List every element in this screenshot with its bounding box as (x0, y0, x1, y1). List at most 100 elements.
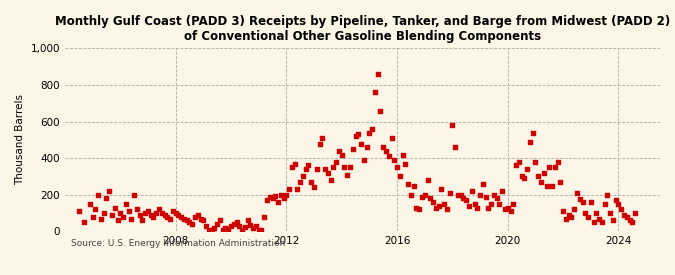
Point (594, 216, 605, 221)
Point (231, 220, 242, 224)
Point (320, 167, 331, 171)
Point (84, 202, 95, 206)
Point (369, 90, 380, 95)
Point (558, 209, 568, 213)
Point (99, 211, 109, 215)
Point (522, 167, 533, 171)
Point (303, 163, 314, 168)
Point (588, 220, 599, 224)
Point (245, 223, 256, 227)
Point (439, 202, 450, 206)
Point (572, 191, 583, 195)
Point (425, 196, 435, 201)
Point (134, 213, 145, 217)
Point (234, 224, 245, 228)
Point (311, 167, 322, 171)
Point (331, 160, 342, 164)
Point (516, 174, 527, 179)
Point (535, 180, 546, 184)
Point (132, 207, 142, 212)
Point (95, 216, 106, 221)
Point (126, 216, 137, 221)
Point (563, 213, 574, 217)
Point (585, 200, 596, 204)
Point (248, 226, 259, 230)
Point (284, 187, 294, 191)
Point (228, 222, 239, 226)
Point (292, 187, 303, 191)
Point (566, 214, 577, 219)
Point (308, 185, 319, 190)
Point (281, 192, 292, 197)
Point (140, 211, 151, 215)
Point (242, 218, 253, 222)
Point (117, 214, 128, 219)
Point (314, 141, 325, 146)
Point (419, 192, 430, 197)
Point (583, 214, 593, 219)
Point (630, 211, 641, 215)
Point (394, 174, 405, 179)
Point (627, 220, 638, 224)
Point (411, 205, 422, 210)
Point (109, 205, 120, 210)
Point (378, 145, 389, 149)
Point (187, 222, 198, 226)
Point (198, 218, 209, 222)
Point (511, 163, 522, 168)
Point (591, 211, 601, 215)
Point (184, 220, 195, 224)
Point (240, 225, 250, 229)
Point (381, 149, 392, 153)
Point (491, 196, 502, 201)
Point (336, 152, 347, 157)
Point (358, 158, 369, 162)
Point (406, 192, 416, 197)
Point (275, 192, 286, 197)
Point (92, 192, 103, 197)
Point (616, 207, 626, 212)
Y-axis label: Thousand Barrels: Thousand Barrels (15, 94, 25, 185)
Point (115, 211, 126, 215)
Point (101, 196, 112, 201)
Point (400, 161, 411, 166)
Point (547, 183, 558, 188)
Point (206, 228, 217, 233)
Point (220, 226, 231, 230)
Point (533, 174, 543, 179)
Point (552, 160, 563, 164)
Point (209, 226, 220, 230)
Point (560, 216, 571, 221)
Point (452, 192, 463, 197)
Point (270, 194, 281, 198)
Point (259, 214, 269, 219)
Point (505, 209, 516, 213)
Point (151, 211, 161, 215)
Point (502, 205, 513, 210)
Point (112, 218, 123, 222)
Point (215, 218, 225, 222)
Point (408, 183, 419, 188)
Point (154, 207, 165, 212)
Point (262, 198, 273, 202)
Point (107, 213, 117, 217)
Point (148, 214, 159, 219)
Point (416, 194, 427, 199)
Point (367, 127, 377, 131)
Point (389, 158, 400, 162)
Point (472, 205, 483, 210)
Point (159, 213, 170, 217)
Point (375, 108, 386, 113)
Point (217, 228, 228, 233)
Point (286, 165, 297, 169)
Point (145, 213, 156, 217)
Point (436, 187, 447, 191)
Point (602, 192, 613, 197)
Point (414, 207, 425, 212)
Point (580, 211, 591, 215)
Point (182, 218, 192, 222)
Point (597, 220, 608, 224)
Point (508, 202, 518, 206)
Point (497, 189, 508, 193)
Point (323, 170, 333, 175)
